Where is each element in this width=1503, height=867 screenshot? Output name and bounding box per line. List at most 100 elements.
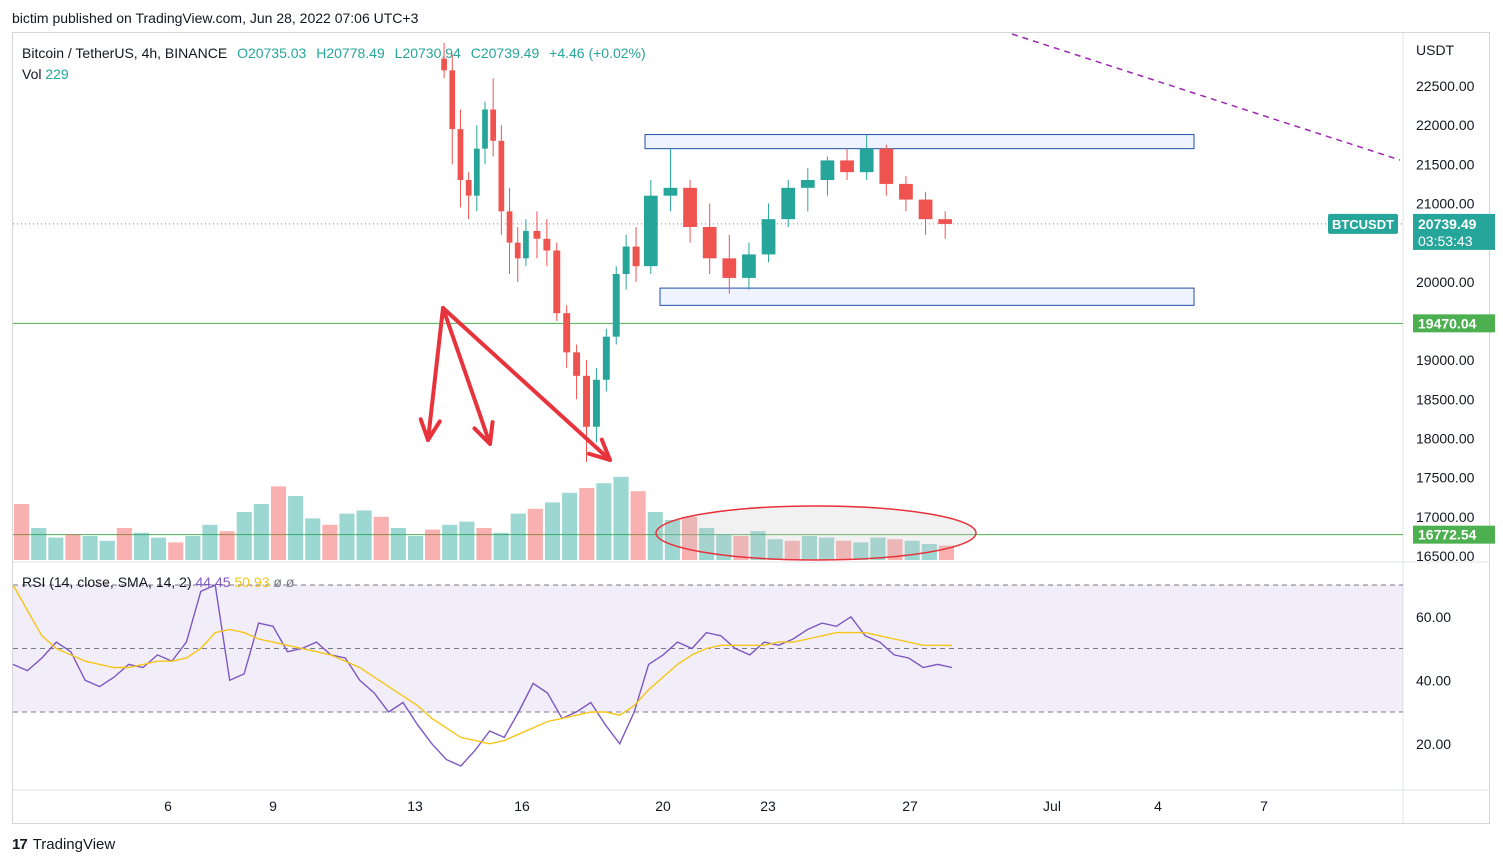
symbol-label: Bitcoin / TetherUS, 4h, BINANCE (22, 45, 228, 61)
published-header: bictim published on TradingView.com, Jun… (12, 10, 419, 26)
rsi-tick-label: 20.00 (1416, 736, 1451, 752)
resistance-zone (644, 134, 1195, 150)
volume-bar (288, 496, 304, 560)
time-tick-label: 13 (407, 798, 423, 814)
time-tick-label: Jul (1043, 798, 1061, 814)
time-tick-label: 23 (760, 798, 776, 814)
volume-bar (202, 524, 218, 560)
volume-bar (31, 528, 47, 560)
candle-body (602, 336, 610, 380)
volume-bar (459, 521, 475, 560)
volume-highlight-ellipse (655, 505, 977, 561)
open-value: O20735.03 (237, 45, 307, 61)
candle-body (449, 70, 456, 130)
time-tick-label: 6 (164, 798, 172, 814)
volume-bar (767, 539, 783, 560)
vol-label: Vol (22, 66, 42, 82)
candle-body (632, 246, 640, 267)
volume-bar (579, 488, 595, 560)
volume-bar (82, 536, 98, 560)
volume-bar (887, 539, 903, 560)
low-value: L20730.94 (394, 45, 461, 61)
candle-body (523, 230, 529, 259)
dashed-trendline (1011, 33, 1401, 161)
time-tick-label: 9 (269, 798, 277, 814)
candle-body (820, 160, 835, 180)
price-tick-label: 19000.00 (1416, 352, 1475, 368)
level-price-tag (1413, 314, 1495, 333)
candle-body (482, 109, 488, 149)
rsi-sma-line (12, 584, 953, 745)
candle-body (543, 238, 551, 251)
volume-bar (14, 504, 30, 560)
arrow-right (441, 306, 612, 462)
tradingview-logo[interactable]: 17 TradingView (12, 836, 115, 853)
arrow-left (426, 306, 445, 442)
candle-body (490, 109, 497, 141)
arrow-right-head (586, 437, 612, 462)
price-tick-label: 21500.00 (1416, 156, 1475, 172)
rsi-extra-2: ø (285, 574, 295, 590)
volume-bar (133, 532, 150, 560)
volume-bar (219, 531, 235, 560)
volume-bar (425, 529, 441, 560)
last-price-label: 20739.49 (1418, 216, 1477, 232)
volume-bar (750, 531, 766, 560)
candle-body (761, 219, 776, 255)
time-tick-label: 4 (1154, 798, 1162, 814)
volume-bar (733, 536, 749, 560)
candle-body (573, 352, 581, 376)
time-tick-label: 27 (902, 798, 918, 814)
candle-body (663, 187, 678, 196)
volume-bar (305, 518, 321, 560)
candle-body (938, 219, 953, 224)
countdown-label: 03:53:43 (1418, 233, 1473, 249)
rsi-label: RSI (14, close, SMA, 14, 2) (22, 574, 192, 590)
price-tick-label: 17000.00 (1416, 509, 1475, 525)
arrow-middle (441, 306, 492, 446)
support-zone (659, 287, 1195, 306)
volume-bar (784, 540, 800, 560)
volume-bar (168, 542, 184, 560)
volume-bar (801, 536, 817, 560)
rsi-legend: RSI (14, close, SMA, 14, 2) 44.45 50.93 … (22, 574, 294, 590)
rsi-tick-label: 60.00 (1416, 609, 1451, 625)
level-price-label: 16772.54 (1418, 527, 1477, 543)
volume-bar (596, 483, 612, 560)
last-price-tag (1413, 213, 1495, 250)
arrow-middle-head (472, 420, 495, 446)
currency-label: USDT (1416, 42, 1455, 58)
price-tick-label: 16500.00 (1416, 548, 1475, 564)
volume-bar (716, 534, 732, 560)
volume-bar (664, 520, 680, 560)
symbol-tag (1328, 213, 1398, 234)
candle-body (592, 379, 600, 427)
candle-body (465, 180, 472, 196)
candle-body (533, 230, 541, 239)
volume-bar (818, 537, 835, 560)
close-value: C20739.49 (470, 45, 540, 61)
time-tick-label: 7 (1260, 798, 1268, 814)
candle-body (553, 250, 561, 314)
price-legend: Bitcoin / TetherUS, 4h, BINANCE O20735.0… (22, 45, 652, 61)
candle-body (879, 148, 894, 184)
volume-bar (493, 532, 509, 560)
candle-body (899, 183, 913, 200)
volume-bar (270, 486, 287, 560)
volume-bar (116, 528, 132, 560)
volume-bar (356, 510, 372, 560)
volume-bar (253, 504, 269, 560)
volume-bar (151, 537, 167, 560)
volume-bar (613, 476, 629, 560)
candle-body (583, 375, 590, 427)
volume-bar (442, 524, 458, 560)
volume-bar (527, 508, 543, 560)
volume-bar (870, 537, 886, 560)
volume-bar (630, 491, 646, 560)
rsi-value: 44.45 (195, 574, 231, 590)
symbol-tag-label: BTCUSDT (1332, 217, 1394, 232)
rsi-sma-value: 50.93 (234, 574, 270, 590)
volume-bar (407, 536, 424, 560)
rsi-line (12, 583, 953, 767)
